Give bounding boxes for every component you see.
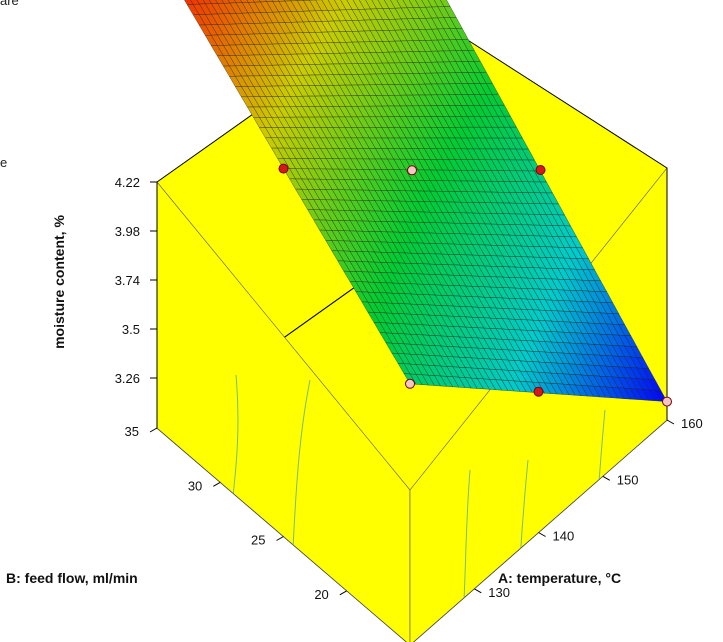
y-tick-label: 20	[314, 587, 328, 602]
tick-mark	[603, 476, 610, 480]
tick-mark	[340, 591, 347, 595]
y-tick-label: 30	[188, 478, 202, 493]
tick-mark	[213, 482, 220, 486]
x-axis-label: A: temperature, °C	[498, 570, 621, 586]
tick-mark	[150, 428, 157, 432]
design-point	[406, 379, 415, 388]
tick-mark	[667, 420, 674, 424]
z-axis-label: moisture content, %	[51, 215, 67, 349]
design-point	[534, 387, 543, 396]
z-tick-label: 3.5	[122, 322, 140, 337]
design-point	[663, 397, 672, 406]
tick-mark	[474, 589, 481, 593]
x-tick-label: 140	[553, 529, 575, 544]
cropped-text-top: are	[0, 0, 19, 8]
design-point	[279, 164, 288, 173]
cropped-text-left: e	[0, 155, 7, 170]
z-tick-label: 4.22	[115, 175, 140, 190]
z-tick-label: 3.98	[115, 224, 140, 239]
z-tick-label: 3.74	[115, 273, 140, 288]
x-tick-label: 130	[488, 585, 510, 600]
y-tick-label: 35	[125, 424, 139, 439]
x-tick-label: 150	[617, 472, 639, 487]
tick-mark	[539, 533, 546, 537]
z-tick-label: 3.26	[115, 371, 140, 386]
x-tick-label: 160	[681, 416, 703, 431]
design-point	[536, 166, 545, 175]
tick-mark	[277, 537, 284, 541]
design-point	[408, 166, 417, 175]
y-tick-label: 25	[251, 533, 265, 548]
y-axis-label: B: feed flow, ml/min	[6, 570, 138, 586]
